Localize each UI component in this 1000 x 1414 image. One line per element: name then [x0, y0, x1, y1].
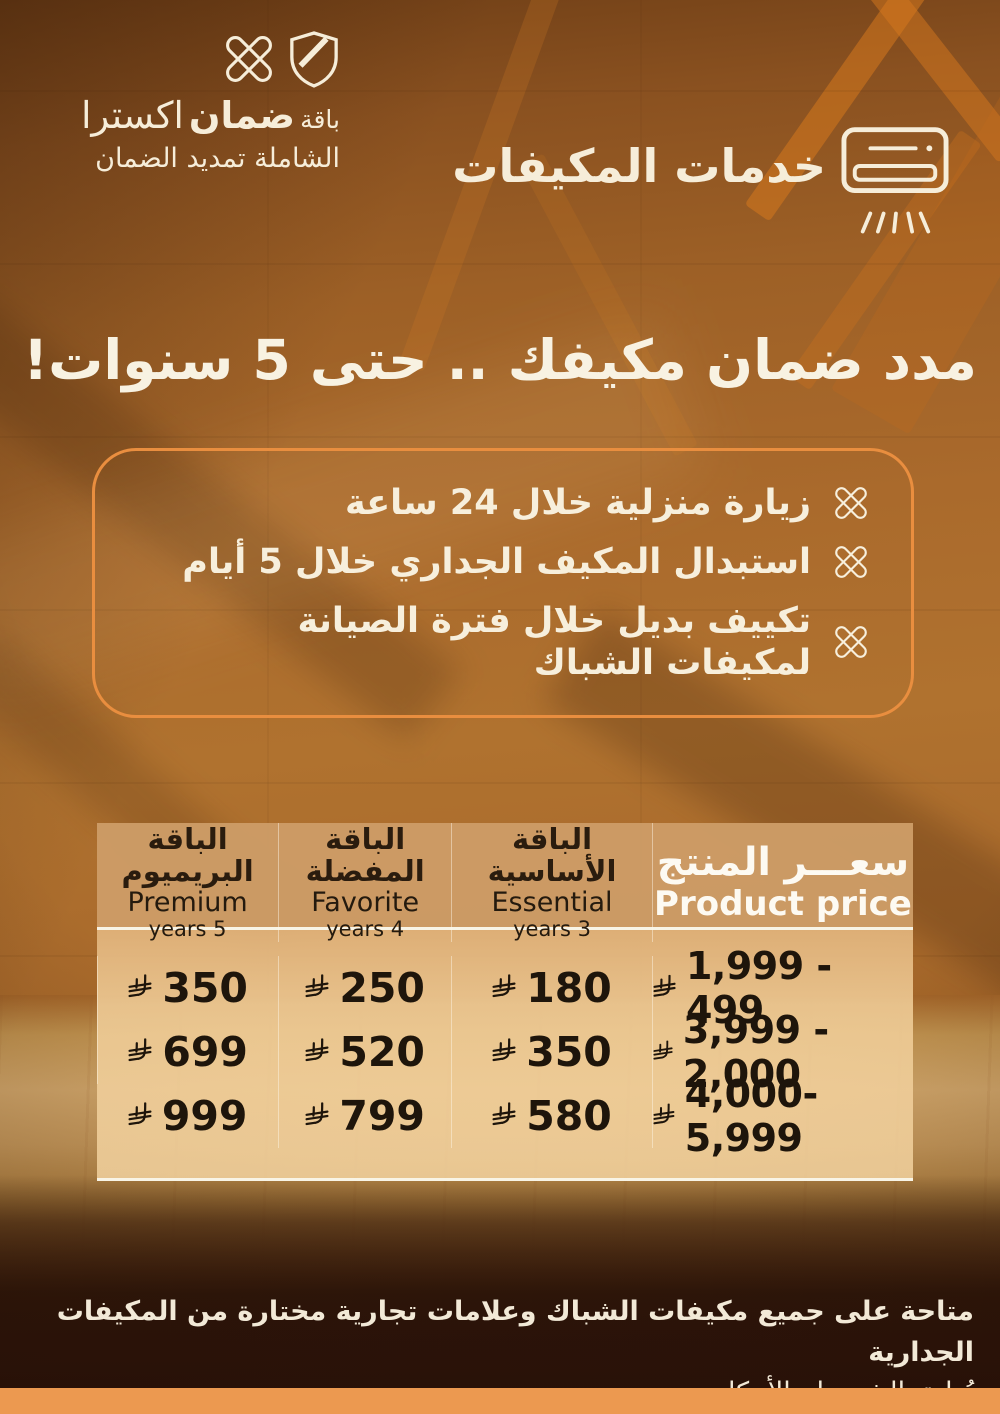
package-word-daman: ضمان [188, 94, 295, 137]
table-cell-premium: 999 [97, 1084, 278, 1148]
riyal-symbol-icon [128, 1038, 152, 1066]
features-box: زيارة منزلية خلال 24 ساعة استبدال المكيف… [92, 448, 914, 718]
service-header: خدمات المكيفات [452, 126, 950, 236]
riyal-symbol-icon [653, 1038, 673, 1066]
air-conditioner-icon [840, 126, 950, 236]
riyal-symbol-icon [492, 1038, 516, 1066]
feature-item: زيارة منزلية خلال 24 ساعة [155, 482, 871, 524]
bottom-dark-band [0, 1175, 1000, 1390]
x-bullet-icon [831, 483, 871, 523]
table-divider-line [97, 1178, 913, 1181]
table-cell-essential: 580 [451, 1084, 652, 1148]
feature-text: زيارة منزلية خلال 24 ساعة [345, 483, 811, 523]
table-body: 1,999 - 499 180 250 350 3,999 - 2,000 35… [97, 930, 913, 1178]
warranty-shield-icon [288, 30, 340, 90]
feature-item: استبدال المكيف الجداري خلال 5 أيام [155, 541, 871, 583]
riyal-symbol-icon [305, 974, 329, 1002]
riyal-symbol-icon [305, 1038, 329, 1066]
table-cell-premium: 350 [97, 956, 278, 1020]
riyal-symbol-icon [653, 974, 676, 1002]
feature-item: تكييف بديل خلال فترة الصيانة لمكيفات الش… [155, 600, 871, 684]
column-header-product-price: سعـــر المنتج Product price [651, 823, 913, 942]
riyal-symbol-icon [128, 974, 152, 1002]
x-bullet-icon [831, 622, 871, 662]
service-title: خدمات المكيفات [452, 139, 826, 193]
column-header-essential: الباقة الأساسية Essential 3 years [451, 823, 652, 942]
riyal-symbol-icon [653, 1102, 675, 1130]
airflow-icon [857, 210, 933, 236]
main-headline: مدد ضمان مكيفك .. حتى 5 سنوات! [23, 327, 977, 392]
table-cell-favorite: 250 [278, 956, 451, 1020]
pricing-table: سعـــر المنتج Product price الباقة الأسا… [97, 823, 913, 1181]
package-subtitle: الشاملة تمديد الضمان [95, 142, 340, 174]
package-word-extra: اكسترا [81, 94, 184, 137]
extra-x-logo-icon [220, 30, 278, 90]
riyal-symbol-icon [128, 1102, 152, 1130]
brand-block: باقة ضمان اكسترا الشاملة تمديد الضمان [40, 30, 340, 174]
feature-text: تكييف بديل خلال فترة الصيانة لمكيفات الش… [297, 601, 811, 683]
x-bullet-icon [831, 542, 871, 582]
table-cell-premium: 699 [97, 1020, 278, 1084]
bottom-orange-strip [0, 1388, 1000, 1414]
disclaimer-line-1: متاحة على جميع مكيفات الشباك وعلامات تجا… [56, 1296, 974, 1368]
table-cell-favorite: 799 [278, 1084, 451, 1148]
package-word-baqat: باقة [300, 105, 340, 134]
feature-text: استبدال المكيف الجداري خلال 5 أيام [182, 542, 811, 582]
column-header-premium: الباقة البريميوم Premium 5 years [121, 822, 254, 942]
table-row-price-range: 3,999 - 2,000 [651, 1008, 913, 1096]
riyal-symbol-icon [492, 974, 516, 1002]
table-cell-favorite: 520 [278, 1020, 451, 1084]
table-cell-essential: 180 [451, 956, 652, 1020]
riyal-symbol-icon [305, 1102, 329, 1130]
package-title: باقة ضمان اكسترا [40, 94, 340, 137]
table-cell-essential: 350 [451, 1020, 652, 1084]
column-header-favorite: الباقة المفضلة Favorite 4 years [278, 823, 451, 942]
table-divider-line [97, 927, 913, 930]
table-row-price-range: 1,999 - 499 [651, 944, 913, 1032]
riyal-symbol-icon [492, 1102, 516, 1130]
table-row-price-range: 4,000-5,999 [651, 1072, 913, 1160]
table-header-row: سعـــر المنتج Product price الباقة الأسا… [97, 823, 913, 942]
